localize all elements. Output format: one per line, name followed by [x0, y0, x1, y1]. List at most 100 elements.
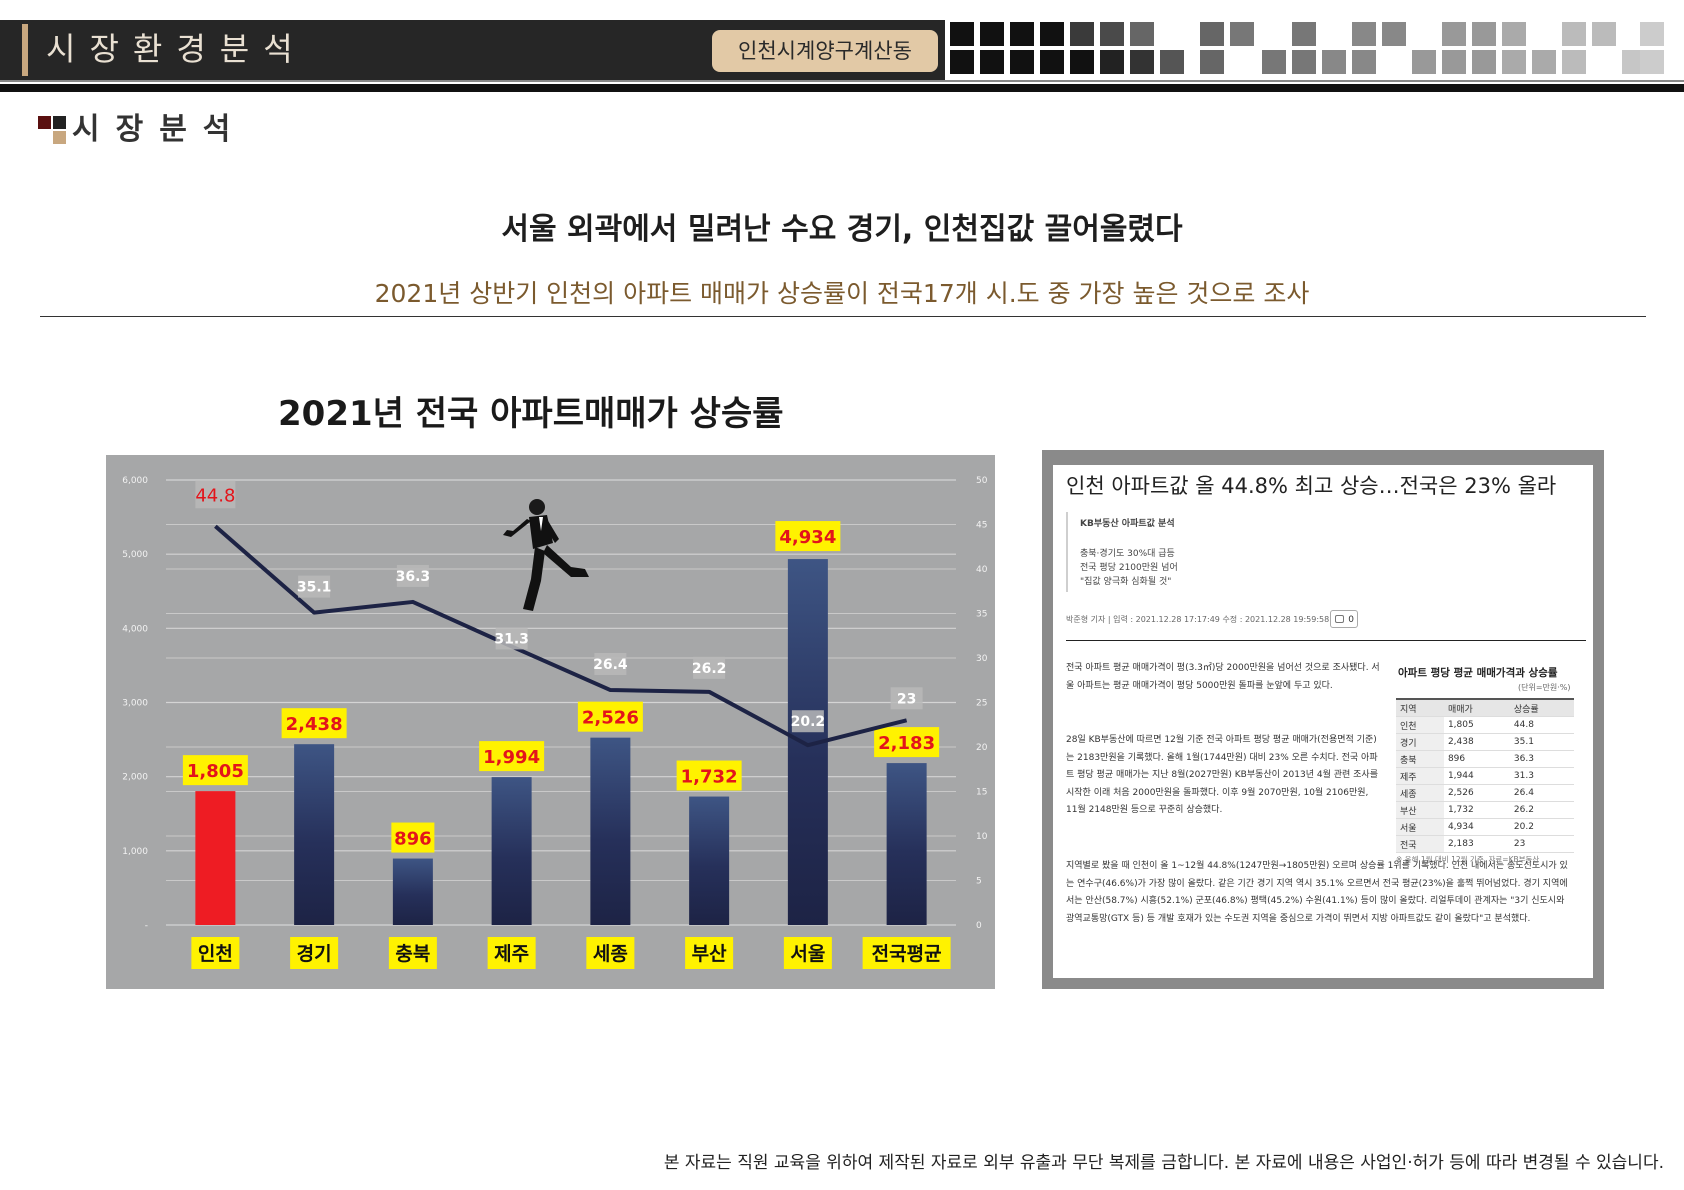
- line-value-label-bg: [791, 710, 824, 733]
- article-table-note: ※ 올해 1월 대비 12월 기준. 자료=KB부동산: [1396, 855, 1540, 864]
- article-paragraph: 28일 KB부동산에 따르면 12월 기준 전국 아파트 평당 평균 매매가(전…: [1066, 735, 1378, 815]
- businessman-arm: [545, 519, 559, 543]
- header-square: [1230, 22, 1254, 46]
- table-cell: 경기: [1396, 733, 1444, 751]
- bar-value-label: 2,183: [878, 733, 935, 754]
- line-value-label: 26.2: [692, 661, 727, 677]
- table-row: 경기 2,438 35.1: [1396, 733, 1574, 751]
- article-separator: [1066, 640, 1586, 641]
- header-square: [1352, 50, 1376, 74]
- bar-value-label-bg: [775, 521, 841, 552]
- header-square: [1472, 50, 1496, 74]
- table-cell: 26.4: [1509, 784, 1574, 802]
- bar: [392, 858, 433, 925]
- table-cell: 23: [1509, 835, 1574, 853]
- category-label-bg: [862, 937, 951, 969]
- left-axis-tick: 1,000: [122, 847, 148, 857]
- line-value-label-bg: [195, 480, 236, 509]
- line-value-label-bg: [298, 575, 331, 598]
- category-label: 충북: [395, 943, 430, 965]
- bar-value-label: 1,994: [483, 747, 540, 768]
- category-label-bg: [586, 937, 635, 969]
- article-sub-line: 전국 평당 2100만원 넘어: [1080, 563, 1178, 573]
- right-axis-tick: 15: [976, 788, 987, 798]
- bar: [689, 796, 730, 925]
- bar-value-label: 1,805: [187, 761, 244, 782]
- comment-icon: [1335, 615, 1344, 623]
- category-label: 부산: [692, 943, 727, 965]
- right-axis-tick: 30: [976, 654, 988, 664]
- line-value-label: 44.8: [195, 485, 235, 506]
- table-cell: 2,438: [1443, 733, 1510, 751]
- table-cell: 20.2: [1509, 818, 1574, 836]
- header-square: [1070, 50, 1094, 74]
- table-cell: 제주: [1396, 767, 1444, 785]
- line-value-label-bg: [495, 627, 528, 650]
- footer-disclaimer: 본 자료는 직원 교육을 위하여 제작된 자료로 외부 유출과 무단 복제를 금…: [663, 1153, 1664, 1173]
- table-cell: 인천: [1396, 716, 1444, 734]
- comment-count: 0: [1348, 615, 1354, 625]
- table-cell: 전국: [1396, 835, 1444, 853]
- bar-value-label: 4,934: [779, 527, 836, 548]
- table-cell: 35.1: [1509, 733, 1574, 751]
- category-label-bg: [191, 937, 240, 969]
- header-square: [1292, 50, 1316, 74]
- article-paragraph: 전국 아파트 평균 매매가격이 평(3.3㎡)당 2000만원을 넘어선 것으로…: [1066, 663, 1380, 691]
- right-axis-tick: 25: [976, 699, 987, 709]
- left-axis-tick: 3,000: [122, 699, 148, 709]
- table-cell: 지역: [1396, 698, 1444, 717]
- chart-panel: 0 5 10 15 20 25 30 35 40 45 50 - 1,000 2,000 3,000 4,00…: [106, 455, 995, 989]
- bar: [590, 737, 631, 925]
- article-paragraph: 지역별로 봤을 때 인천이 올 1~12월 44.8%(1247만원→1805만…: [1066, 861, 1568, 924]
- line-value-label: 23: [897, 691, 916, 707]
- table-cell: 1,805: [1443, 716, 1510, 734]
- rate-line: [214, 524, 908, 748]
- header-square: [1562, 50, 1586, 74]
- header-square: [1040, 22, 1064, 46]
- table-cell: 충북: [1396, 750, 1444, 768]
- right-axis-tick: 40: [976, 565, 988, 575]
- header-square: [1070, 22, 1094, 46]
- header-square: [1352, 22, 1376, 46]
- header-square: [1472, 22, 1496, 46]
- bar-value-label-bg: [182, 755, 248, 786]
- header-square: [1412, 50, 1436, 74]
- header-square: [980, 50, 1004, 74]
- location-badge: 인천시계양구계산동: [712, 30, 938, 72]
- header-square: [1640, 22, 1664, 46]
- category-label: 경기: [297, 943, 332, 965]
- table-row: 서울 4,934 20.2: [1396, 818, 1574, 836]
- left-axis-tick: 4,000: [122, 624, 148, 634]
- bar-value-label: 1,732: [681, 767, 738, 788]
- article-sub-line: "집값 양극화 심화될 것": [1080, 577, 1172, 587]
- category-label: 인천: [198, 943, 233, 965]
- left-axis-tick: 2,000: [122, 773, 148, 783]
- line-value-label: 26.4: [593, 657, 628, 673]
- line-value-label-bg: [693, 656, 726, 679]
- header-accent-bar: [22, 24, 28, 76]
- line-value-label-bg: [396, 564, 429, 587]
- table-row: 세종 2,526 26.4: [1396, 784, 1574, 802]
- table-cell: 매매가: [1443, 698, 1510, 717]
- left-axis-tick: 5,000: [122, 550, 148, 560]
- header-divider-thin: [0, 80, 1684, 82]
- article-table-unit: (단위=만원·%): [1518, 683, 1571, 692]
- article-data-table: 지역 매매가 상승률 인천 1,805 44.8 경기 2,438 35.1 충북 896 36.3 제…: [1396, 698, 1574, 853]
- header-square: [1130, 50, 1154, 74]
- comment-count-button[interactable]: 0: [1330, 610, 1358, 628]
- table-cell: 36.3: [1509, 750, 1574, 768]
- businessman-head: [529, 499, 545, 515]
- right-axis-tick: 0: [976, 921, 982, 931]
- category-label-bg: [290, 937, 339, 969]
- header-square: [1442, 22, 1466, 46]
- article-kicker: KB부동산 아파트값 분석: [1080, 519, 1175, 529]
- bar: [491, 777, 532, 925]
- section-title: 시장분석: [72, 112, 247, 147]
- table-row: 인천 1,805 44.8: [1396, 716, 1574, 734]
- bar-value-label-bg: [676, 760, 742, 791]
- header-square: [1502, 22, 1526, 46]
- table-row: 전국 2,183 23: [1396, 835, 1574, 853]
- bar-value-label-bg: [577, 701, 643, 732]
- category-label: 전국평균: [872, 943, 942, 965]
- article-title: 인천 아파트값 올 44.8% 최고 상승…전국은 23% 올라: [1066, 474, 1557, 498]
